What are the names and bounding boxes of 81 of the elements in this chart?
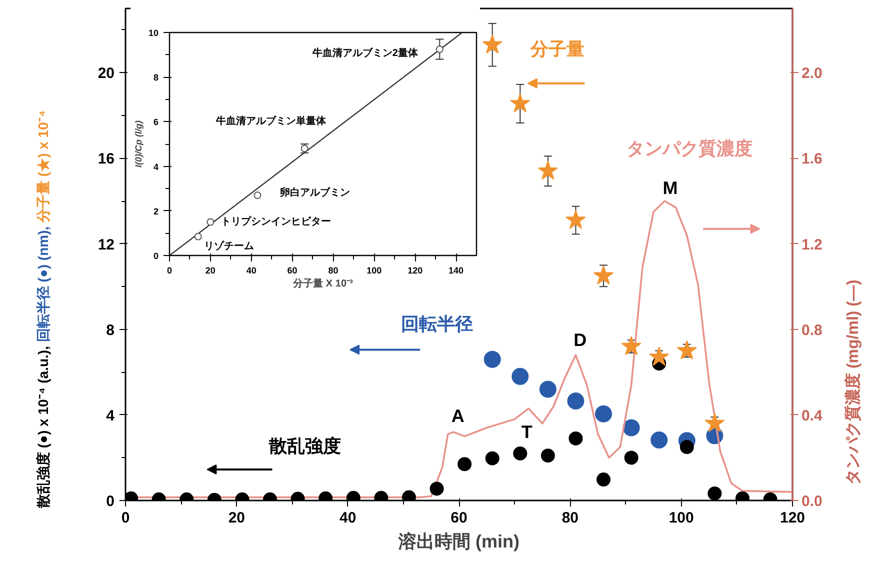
point — [538, 160, 558, 180]
y-tick-label: 0 — [106, 493, 114, 510]
x-tick-label: 40 — [339, 510, 356, 526]
y2-tick-label: 0.0 — [802, 493, 822, 510]
annotation: A — [451, 406, 464, 426]
y2-tick-label: 0.8 — [802, 322, 822, 339]
y-tick-label: 2 — [153, 206, 159, 216]
point — [194, 232, 202, 240]
annotation: トリプシンインヒビター — [220, 216, 331, 228]
point — [676, 340, 697, 360]
y2-tick-label: 1.6 — [802, 150, 822, 168]
y-tick-label: 8 — [153, 72, 159, 83]
x-tick-label: 60 — [450, 510, 468, 526]
point — [485, 451, 500, 466]
point — [566, 210, 586, 229]
y-tick-label: 6 — [153, 117, 159, 128]
y2-tick-label: 1.2 — [802, 236, 822, 254]
point — [567, 392, 584, 410]
point — [539, 380, 556, 398]
y-tick-label: 0 — [153, 251, 159, 261]
x-tick-label: 20 — [228, 510, 246, 526]
y-axis-title: 散乱強度 (●) x 10⁻⁴ (a.u.), 回転半径 (●) (nm), 分子量 (★) x 10⁻⁴ — [35, 110, 51, 508]
point — [510, 93, 530, 112]
y-tick-label: 12 — [98, 236, 115, 254]
point — [482, 34, 502, 54]
y2-tick-label: 0.4 — [802, 407, 824, 424]
x-tick-label: 120 — [780, 510, 806, 526]
x-tick-label: 120 — [408, 266, 423, 276]
annotation: 卵白アルブミン — [278, 186, 350, 199]
point — [254, 192, 262, 200]
point — [206, 218, 214, 226]
point — [458, 457, 472, 472]
text: タンパク質濃度 — [626, 138, 753, 159]
x-tick-label: 80 — [562, 510, 579, 526]
x-tick-label: 0 — [166, 266, 172, 276]
annotation: リゾチーム — [204, 240, 254, 252]
x-tick-label: 100 — [366, 266, 382, 276]
point — [594, 265, 614, 284]
y2-axis-title: タンパク質濃度 (mg/ml) (—) — [843, 280, 863, 485]
point — [596, 472, 611, 487]
annotation: 牛血清アルブミン2量体 — [311, 47, 419, 60]
y-tick-label: 4 — [106, 407, 116, 424]
point — [621, 336, 642, 356]
y-axis-title: I(0)/Cp (l/g) — [133, 120, 144, 168]
y-tick-label: 4 — [153, 162, 159, 172]
y-tick-label: 8 — [106, 322, 114, 339]
point — [622, 419, 640, 436]
x-tick-label: 20 — [205, 266, 216, 276]
point — [704, 412, 725, 432]
annotation: 牛血清アルブミン単量体 — [215, 115, 328, 128]
y2-tick-label: 2.0 — [802, 65, 822, 82]
annotation: M — [662, 178, 678, 198]
y-tick-label: 10 — [148, 28, 159, 38]
y-tick-label: 16 — [98, 150, 115, 168]
x-axis-title: 溶出時間 (min) — [398, 532, 520, 552]
point — [649, 346, 670, 366]
y-tick-label: 20 — [98, 65, 115, 82]
x-tick-label: 100 — [668, 510, 694, 526]
point — [595, 405, 612, 422]
point — [430, 482, 444, 496]
point — [650, 431, 668, 448]
x-tick-label: 0 — [121, 510, 130, 526]
point — [512, 368, 529, 385]
series-label: 回転半径 — [400, 314, 473, 334]
text: 散乱強度 — [268, 436, 342, 456]
point — [436, 45, 444, 53]
x-tick-label: 80 — [328, 266, 338, 276]
x-tick-label: 60 — [287, 266, 298, 276]
point — [568, 431, 583, 446]
point — [540, 448, 555, 463]
x-tick-label: 40 — [246, 266, 256, 276]
series-label: 分子量 — [529, 39, 584, 60]
x-tick-label: 140 — [448, 266, 464, 276]
point — [624, 450, 638, 465]
annotation: D — [574, 330, 587, 350]
point — [484, 350, 501, 368]
point — [513, 446, 528, 460]
x-axis-title: 分子量 X 10⁻³ — [292, 278, 354, 290]
point — [680, 440, 694, 454]
point — [708, 486, 722, 500]
annotation: T — [521, 422, 532, 442]
